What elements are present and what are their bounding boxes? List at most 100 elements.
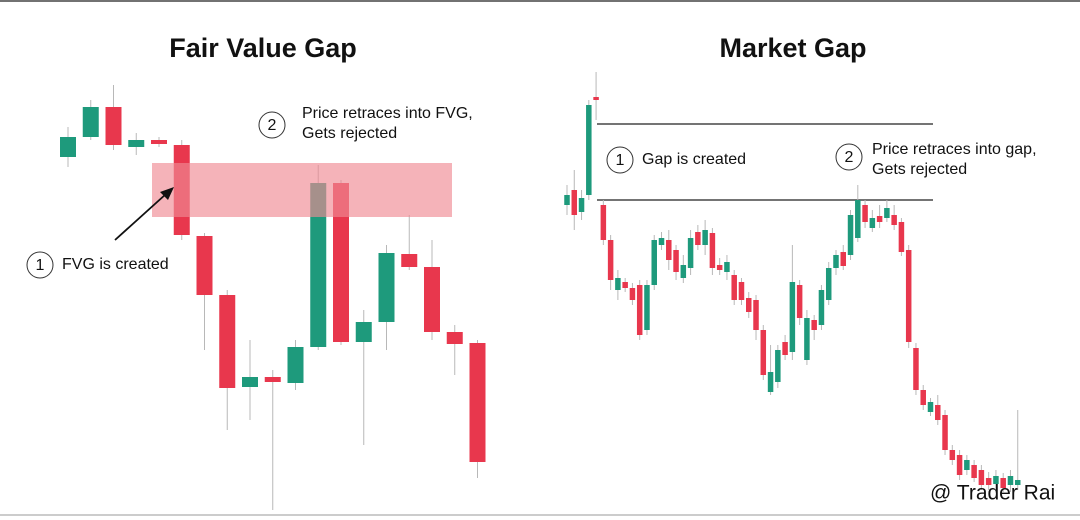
- candle-body: [775, 350, 781, 382]
- candle-body: [446, 332, 463, 344]
- candle-body: [724, 262, 730, 272]
- candle-body: [586, 105, 592, 195]
- candle-body: [658, 238, 665, 245]
- candle-body: [985, 478, 992, 485]
- candle-body: [833, 255, 839, 268]
- candle-body: [264, 377, 281, 382]
- candle-body: [1014, 480, 1021, 485]
- candle-body: [673, 250, 679, 272]
- candle-body: [60, 137, 76, 157]
- candle-body: [753, 300, 759, 330]
- candle-body: [424, 267, 440, 332]
- candle-body: [716, 265, 723, 270]
- candle-body: [767, 372, 774, 392]
- candle-body: [644, 285, 650, 330]
- candle-body: [760, 330, 767, 375]
- candle-body: [310, 183, 327, 347]
- candle-body: [898, 222, 905, 252]
- candle-body: [695, 232, 701, 245]
- annotation-text: Gap is created: [642, 151, 746, 168]
- candle-body: [927, 402, 934, 412]
- candle-body: [978, 470, 985, 485]
- candle-body: [196, 236, 213, 295]
- candle-body: [796, 285, 803, 318]
- candle-body: [651, 240, 657, 285]
- fvg-zone: [152, 163, 452, 217]
- candle-body: [840, 252, 847, 266]
- arrow: [114, 187, 174, 241]
- candle-body: [401, 254, 418, 267]
- candle-body: [702, 230, 708, 245]
- candle-body: [804, 318, 810, 360]
- candle-body: [731, 275, 737, 300]
- candle-body: [666, 240, 672, 260]
- annotation-text: Gets rejected: [302, 125, 397, 142]
- annotation-text: Gets rejected: [872, 161, 967, 178]
- candle-body: [378, 253, 395, 322]
- candle-body: [578, 198, 585, 212]
- candle-body: [956, 455, 963, 475]
- candle-body: [949, 450, 956, 460]
- candle-body: [811, 320, 817, 330]
- arrow-head: [160, 187, 174, 200]
- annotation-number: 1: [36, 257, 45, 274]
- candle-body: [869, 218, 876, 228]
- candle-body: [905, 250, 912, 342]
- candle-body: [847, 215, 854, 255]
- candle-body: [862, 205, 868, 222]
- candle-body: [469, 343, 486, 462]
- annotation-text: Price retraces into gap,: [872, 141, 1037, 158]
- candle-body: [600, 205, 607, 240]
- candle-body: [709, 233, 716, 268]
- candle-body: [789, 282, 796, 352]
- candle-body: [128, 140, 145, 147]
- annotation-number: 1: [616, 152, 625, 169]
- candle-body: [913, 348, 919, 390]
- chart-title: Market Gap: [719, 33, 866, 63]
- annotation-text: FVG is created: [62, 256, 169, 273]
- watermark: @ Trader Rai: [930, 482, 1055, 505]
- charts: Fair Value Gap 1 FVG is created 2 Price retr…: [26, 33, 1055, 510]
- candle-body: [287, 347, 304, 383]
- candle-body: [571, 190, 578, 215]
- candle-body: [1000, 478, 1006, 488]
- candle-body: [935, 405, 941, 420]
- annotation-circle: [835, 143, 863, 171]
- arrow-line: [114, 193, 167, 241]
- annotation-number: 2: [268, 117, 277, 134]
- annotation-text: Price retraces into FVG,: [302, 105, 473, 122]
- candle-body: [219, 295, 236, 388]
- candle-body: [622, 282, 628, 288]
- candle-body: [82, 107, 99, 137]
- candle-body: [593, 97, 599, 100]
- candle-body: [818, 290, 825, 325]
- candle-body: [629, 288, 636, 300]
- candle-body: [615, 278, 621, 290]
- candle-body: [564, 195, 570, 205]
- candle-body: [884, 208, 890, 218]
- annotation-circle: [606, 146, 634, 174]
- candle-body: [151, 140, 167, 144]
- candle-body: [1007, 476, 1014, 485]
- candle-body: [825, 268, 832, 300]
- candle-body: [333, 183, 349, 342]
- candle-body: [355, 322, 372, 342]
- candle-body: [920, 390, 926, 405]
- candle-body: [687, 238, 694, 268]
- annotation-circle: [26, 251, 54, 279]
- chart-title: Fair Value Gap: [169, 33, 357, 63]
- candle-body: [942, 415, 948, 450]
- candle-body: [607, 240, 614, 280]
- candle-body: [993, 476, 999, 484]
- candle-body: [242, 377, 258, 387]
- candle-body: [105, 107, 122, 145]
- candle-body: [636, 285, 643, 335]
- candle-body: [876, 216, 883, 222]
- candle-body: [782, 342, 788, 355]
- candle-body: [738, 282, 745, 300]
- candle-body: [855, 200, 861, 238]
- candle-body: [971, 465, 977, 478]
- candle-body: [746, 298, 752, 312]
